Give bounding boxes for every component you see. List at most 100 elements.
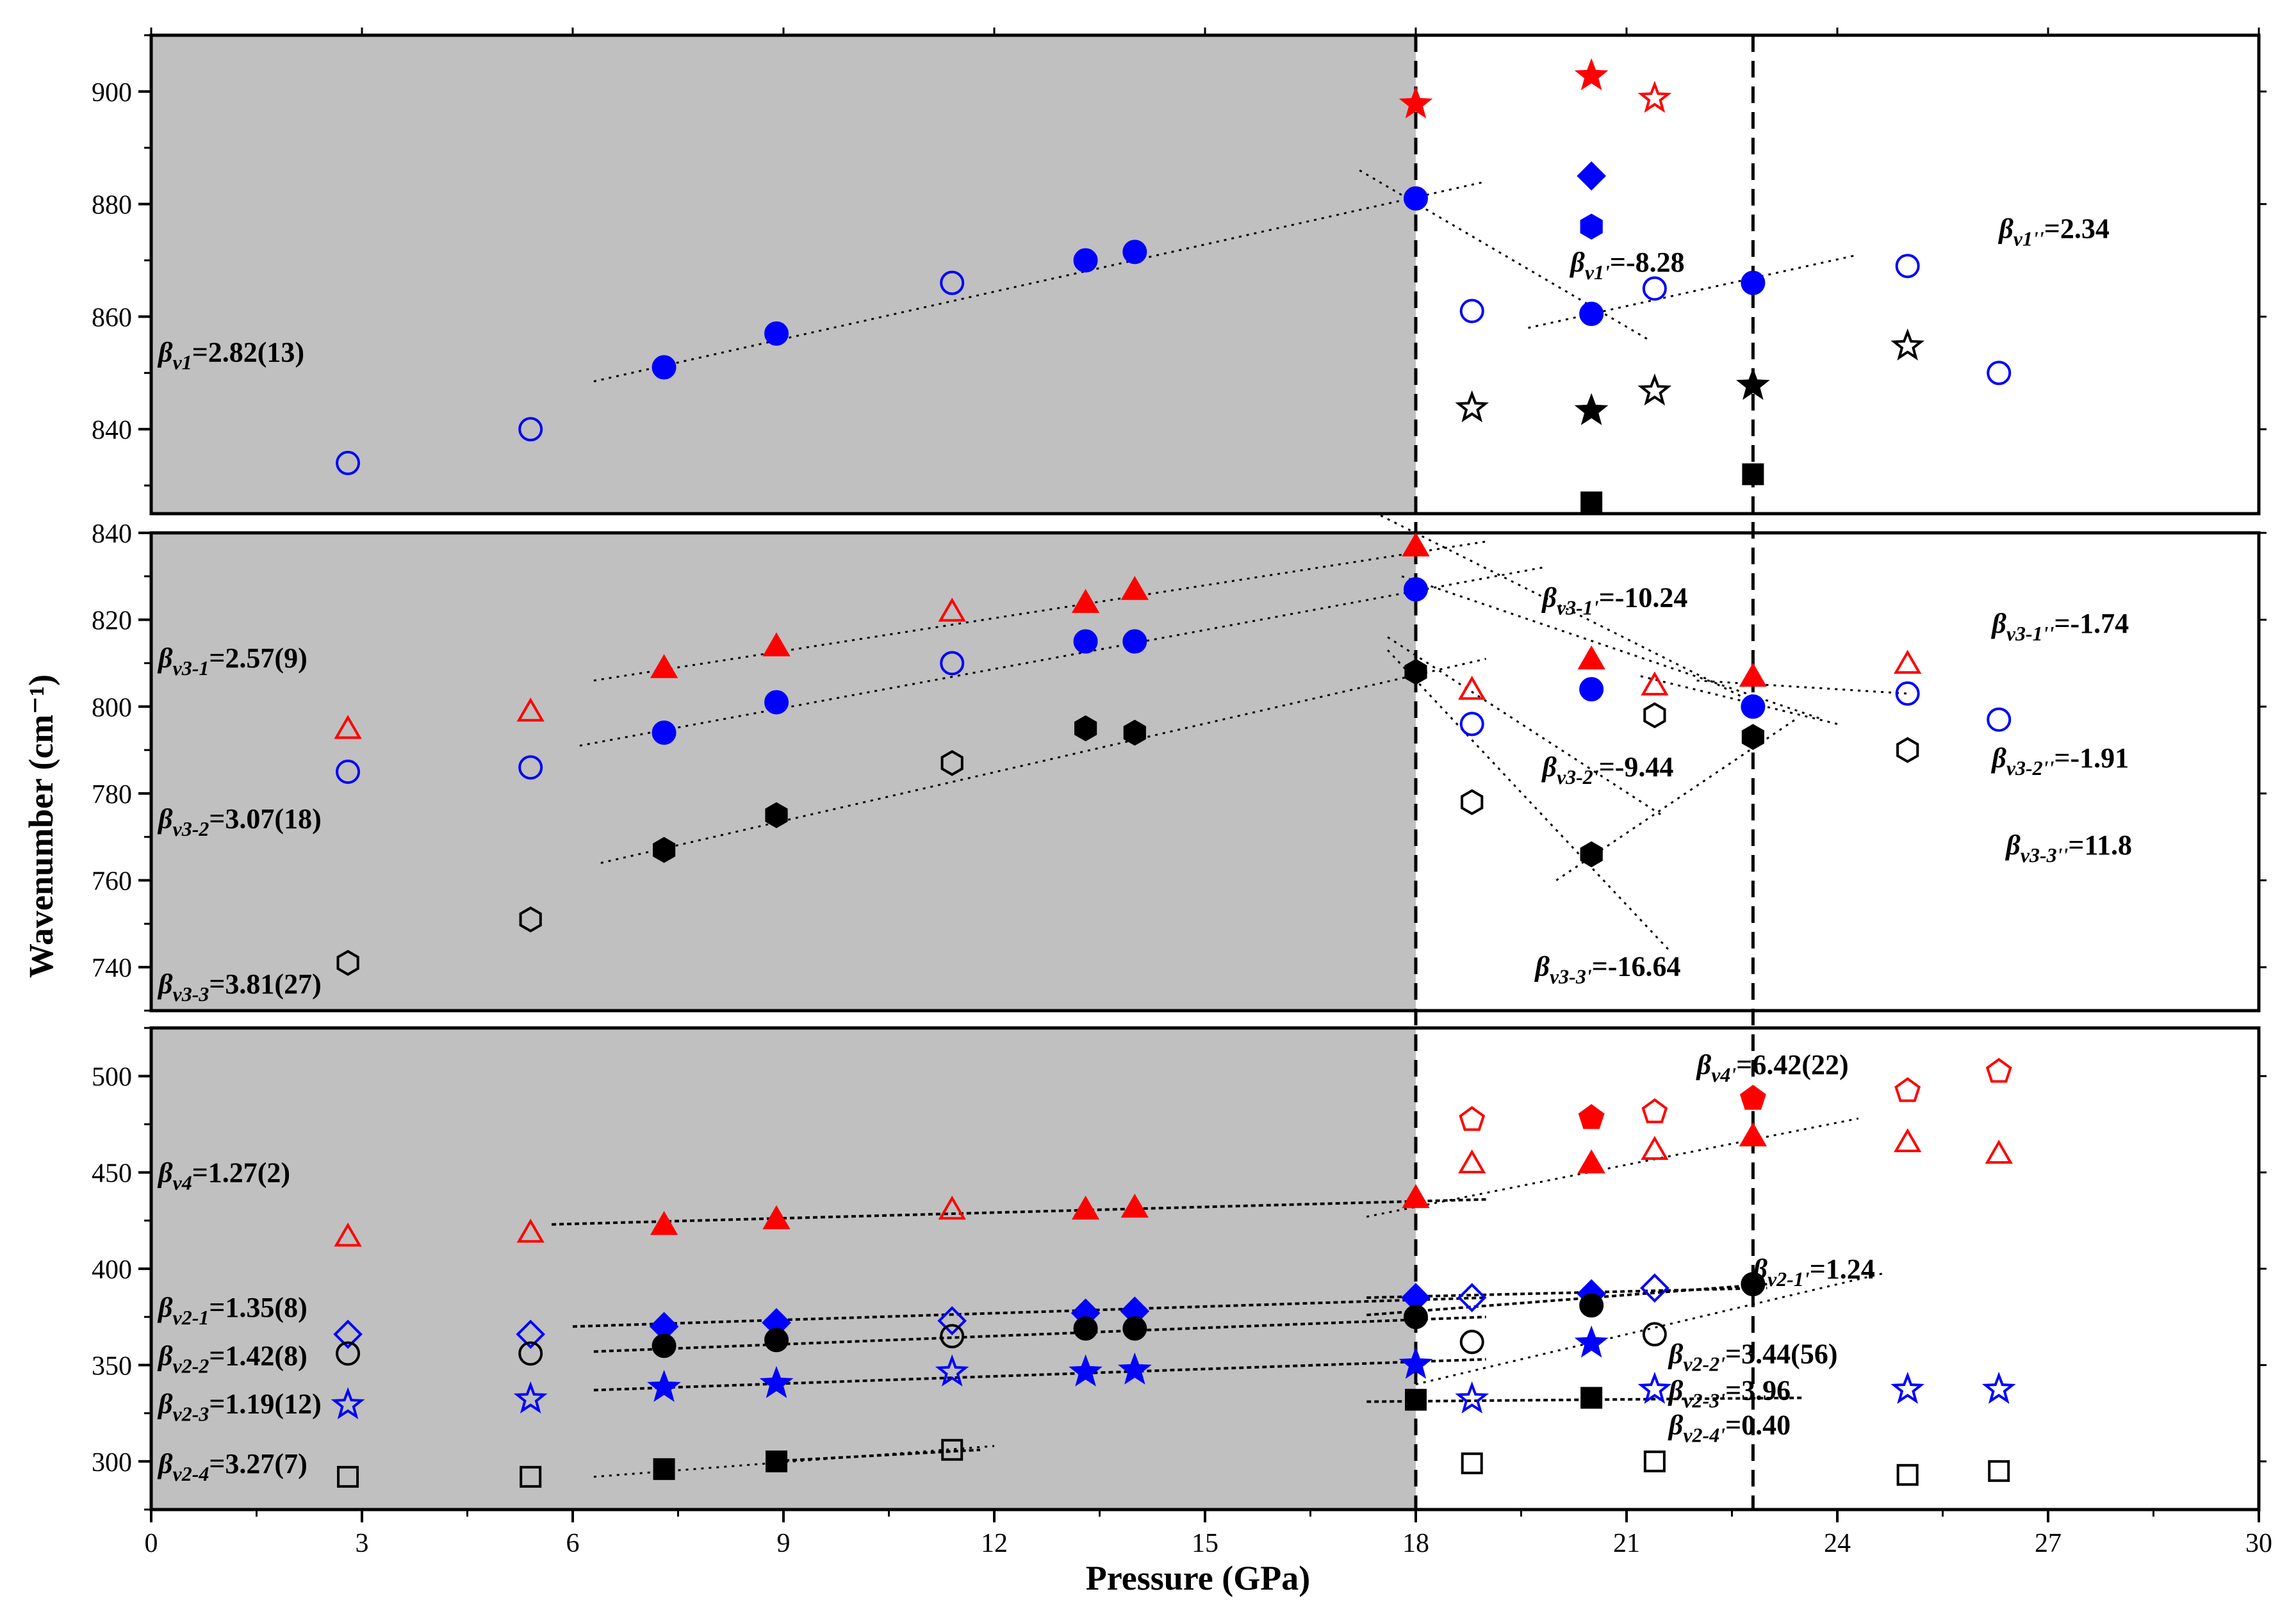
beta-value: =-1.74: [2054, 608, 2129, 639]
middle-triangle-point: [938, 598, 966, 622]
bottom-diamond-point: [937, 1306, 967, 1336]
y-tick-label-top: 840: [92, 416, 132, 445]
middle-circle-point: [652, 720, 676, 745]
middle-circle-point: [1404, 577, 1428, 602]
middle-triangle-point: [762, 632, 791, 656]
bottom-triangle-point: [516, 1218, 545, 1243]
beta-value: =11.8: [2068, 829, 2132, 861]
middle-triangle-point: [1458, 676, 1486, 700]
beta-annotation: βv3-3'=-16.64: [1534, 951, 1680, 988]
x-tick-label: 0: [145, 1529, 158, 1558]
fit-line-bottom: [769, 1448, 981, 1463]
beta-annotation: βv3-2=3.07(18): [157, 803, 322, 840]
beta-subscript: v2-2': [1683, 1352, 1725, 1375]
beta-subscript: v3-1'': [2006, 622, 2054, 645]
x-tick-label: 12: [981, 1529, 1008, 1558]
beta-value: =2.34: [2044, 213, 2110, 244]
bottom-pentagon-point: [1578, 1104, 1605, 1129]
bottom-circle-point: [1459, 1330, 1484, 1355]
bottom-triangle-point: [1071, 1195, 1100, 1220]
bottom-triangle-point: [1120, 1193, 1149, 1218]
fit-line-top: [593, 181, 1486, 382]
middle-hexagon-point: [765, 802, 788, 829]
x-tick-label: 18: [1402, 1529, 1429, 1558]
beta-value: =6.42(22): [1736, 1049, 1848, 1080]
beta-subscript: v2-1': [1767, 1267, 1810, 1291]
y-tick-label-middle: 800: [92, 693, 132, 722]
middle-triangle-point: [516, 697, 545, 722]
beta-annotation: βv3-1=2.57(9): [157, 642, 308, 680]
beta-annotation: βv3-3=3.81(27): [157, 968, 322, 1006]
bottom-square-point: [653, 1458, 675, 1480]
beta-subscript: v3-2: [173, 817, 209, 840]
middle-circle-point: [1073, 629, 1098, 654]
beta-subscript: v3-3: [173, 982, 209, 1006]
y-tick-label-bottom: 300: [92, 1448, 132, 1478]
middle-circle-point: [336, 760, 361, 784]
annotations-layer: βv1=2.82(13)βv1'=-8.28βv1''=2.34βv3-1=2.…: [157, 213, 2132, 1485]
beta-value: =0.40: [1725, 1410, 1791, 1441]
fit-line-bottom: [1366, 1283, 1767, 1317]
top-circle-point: [764, 321, 789, 346]
beta-subscript: v3-3'': [2021, 843, 2069, 867]
x-tick-label: 6: [566, 1529, 580, 1558]
beta-symbol: β: [157, 1448, 173, 1479]
bottom-pentagon-point: [1739, 1084, 1766, 1110]
y-tick-label-bottom: 500: [92, 1063, 132, 1092]
middle-circle-point: [940, 651, 965, 676]
beta-symbol: β: [1668, 1410, 1684, 1441]
bottom-square-point: [1896, 1463, 1919, 1486]
middle-hexagon-point: [940, 750, 964, 776]
middle-hexagon-point: [336, 950, 359, 976]
beta-symbol: β: [1990, 742, 2006, 774]
bottom-pentagon-point: [1641, 1098, 1668, 1123]
bottom-star-point: [759, 1365, 794, 1398]
beta-annotation: βv2-2'=3.44(56): [1668, 1338, 1838, 1375]
shaded-region-top: [151, 35, 1416, 514]
fit-line-bottom: [593, 1445, 995, 1478]
bottom-triangle-point: [1985, 1139, 2013, 1164]
beta-annotation: βv2-4=3.27(7): [157, 1448, 308, 1485]
bottom-triangle-point: [1402, 1184, 1430, 1209]
top-circle-point: [1579, 302, 1604, 327]
bottom-star-point: [647, 1369, 681, 1402]
middle-hexagon-point: [1896, 737, 1919, 763]
y-tick-label-middle: 780: [92, 780, 132, 810]
beta-annotation: βv3-2''=-1.91: [1990, 742, 2129, 779]
bottom-circle-point: [652, 1333, 676, 1358]
bottom-triangle-point: [938, 1195, 966, 1220]
beta-subscript: v2-2: [173, 1354, 209, 1377]
top-star-point: [1574, 58, 1609, 90]
beta-value: =3.96: [1725, 1375, 1791, 1406]
beta-annotation: βv2-4'=0.40: [1668, 1410, 1791, 1447]
bottom-triangle-point: [762, 1205, 791, 1230]
bottom-star-point: [1637, 1371, 1672, 1404]
bottom-star-point: [331, 1387, 365, 1420]
y-axis-label: Wavenumber (cm⁻¹): [22, 674, 60, 978]
bottom-circle-point: [940, 1324, 965, 1349]
fit-line-middle: [1696, 680, 1908, 695]
bottom-circle-point: [518, 1341, 543, 1366]
x-axis-label: Pressure (GPa): [1086, 1559, 1310, 1597]
x-tick-label: 15: [1192, 1529, 1218, 1558]
top-circle-point: [1459, 298, 1484, 323]
middle-circle-point: [1459, 712, 1484, 737]
middle-hexagon-point: [1741, 724, 1764, 751]
fit-line-middle: [1387, 636, 1662, 817]
beta-value: =-16.64: [1592, 951, 1681, 982]
panel-frame-middle: [149, 531, 2261, 1013]
beta-symbol: β: [1668, 1375, 1684, 1406]
beta-annotation: βv3-1'=-10.24: [1541, 582, 1687, 619]
beta-annotation: βv1'=-8.28: [1569, 247, 1684, 284]
beta-value: =1.24: [1810, 1253, 1875, 1285]
bottom-circle-point: [1073, 1316, 1098, 1341]
middle-triangle-point: [1894, 649, 1922, 674]
beta-annotation: βv1=2.82(13): [157, 337, 304, 374]
beta-symbol: β: [157, 337, 173, 368]
bottom-triangle-point: [1894, 1128, 1922, 1152]
bottom-circle-point: [1741, 1272, 1766, 1297]
beta-symbol: β: [1534, 951, 1550, 982]
beta-value: =-9.44: [1599, 751, 1674, 783]
bottom-star-point: [1981, 1371, 2016, 1404]
fit-line-bottom: [593, 1316, 1486, 1353]
